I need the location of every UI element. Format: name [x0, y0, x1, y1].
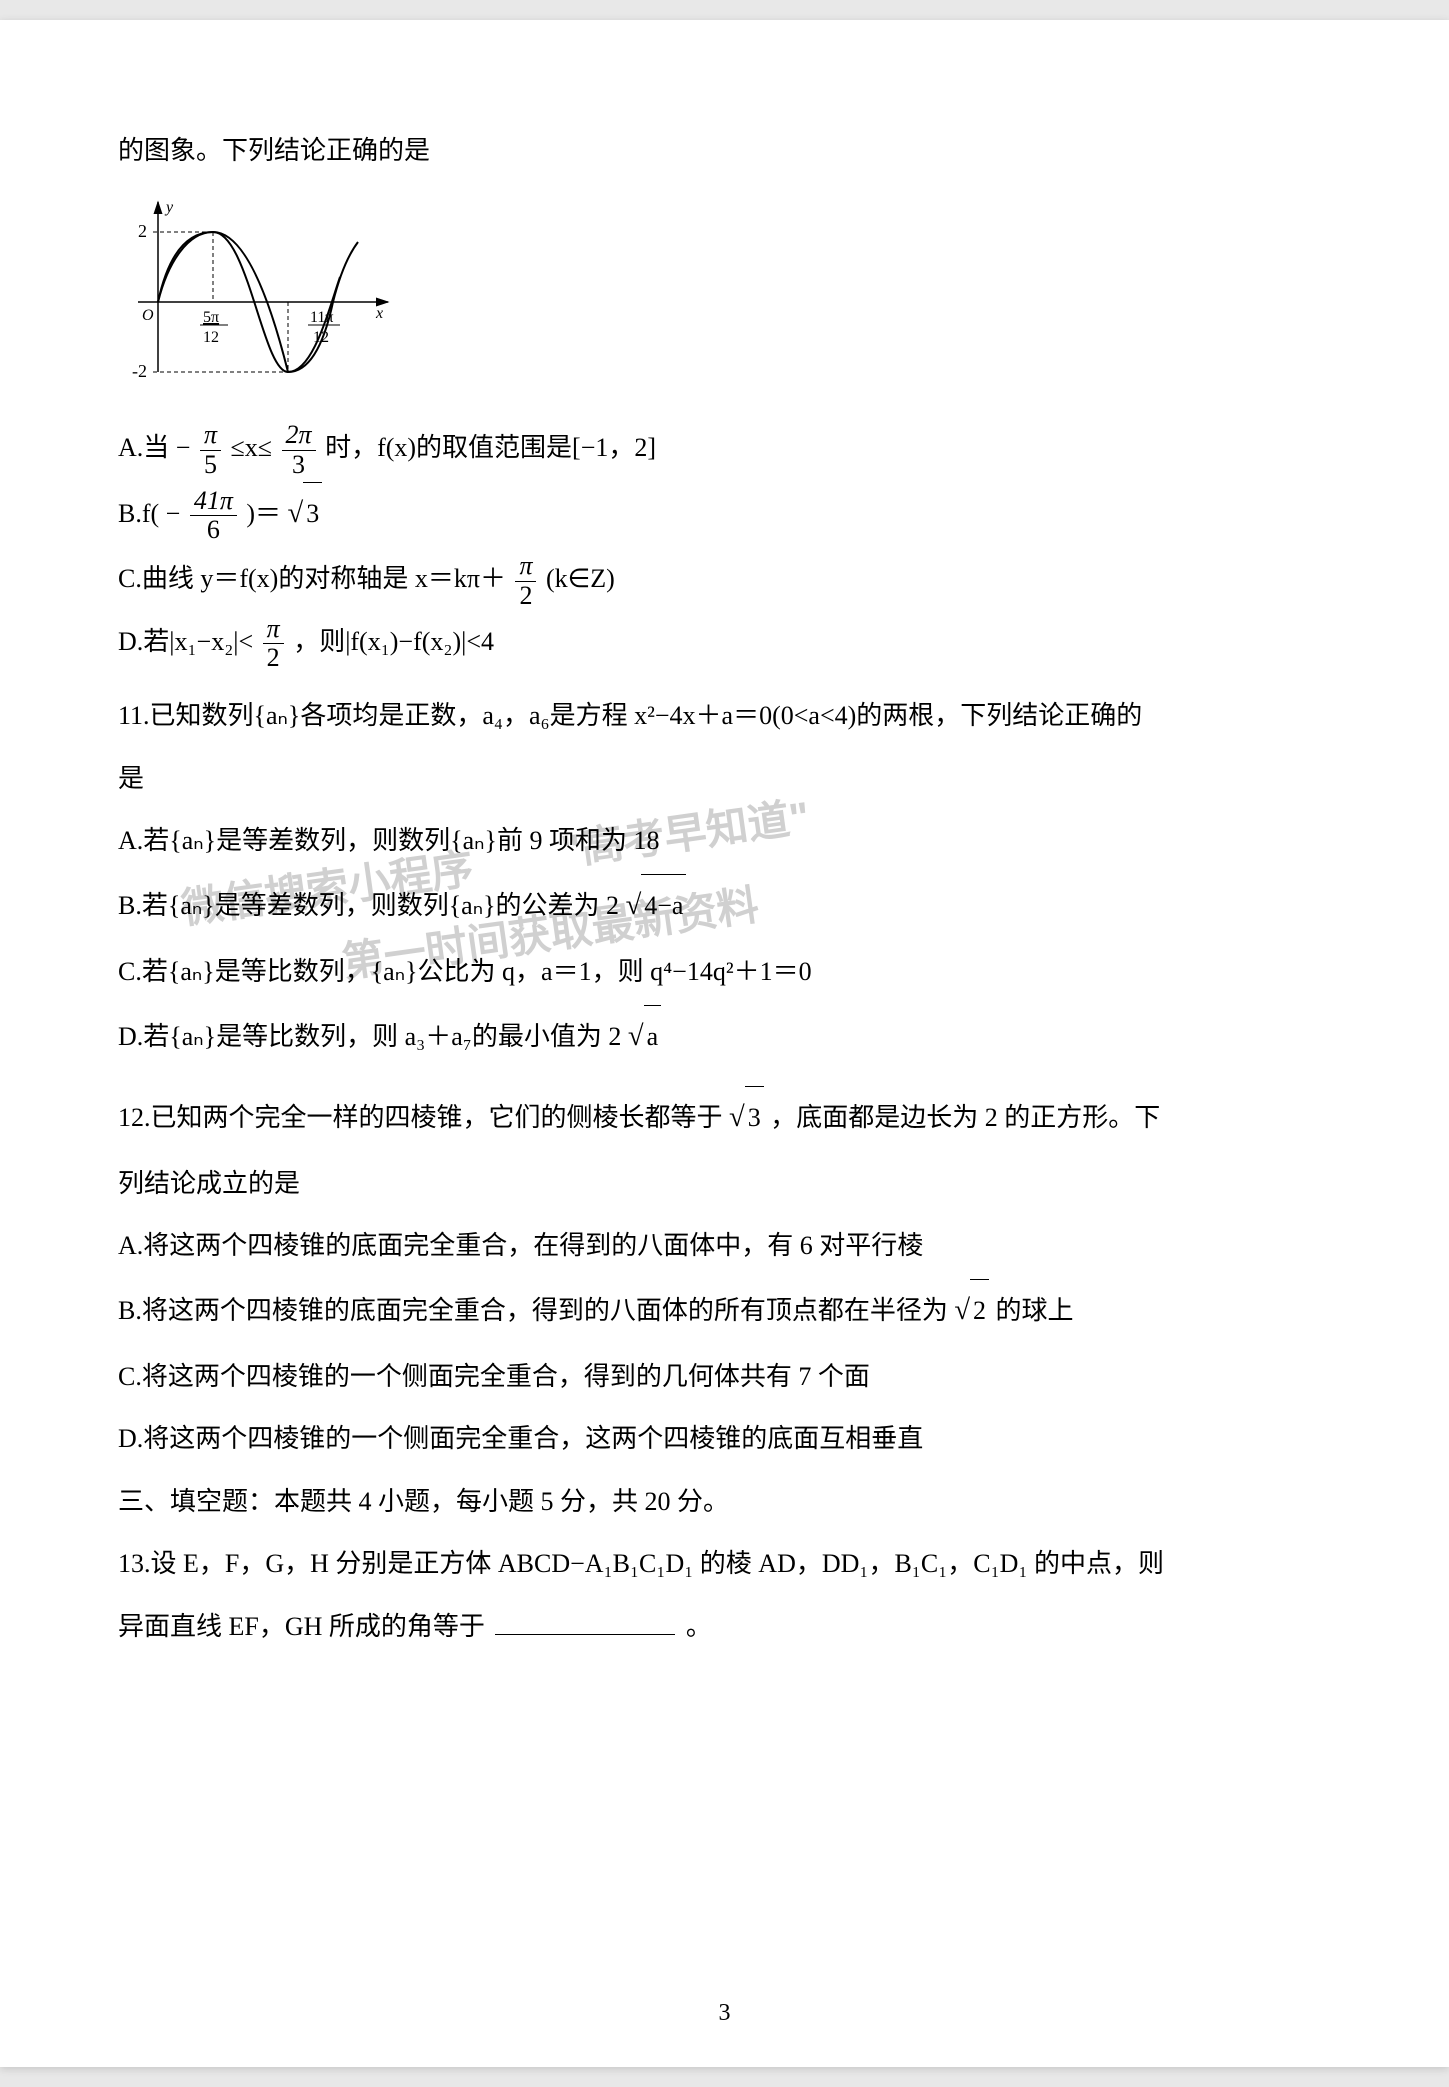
- q11-optB: B.若{aₙ}是等差数列，则数列{aₙ}的公差为 2 4−a: [118, 872, 1331, 941]
- optD-frac: π 2: [263, 615, 284, 673]
- q12-line1: 12.已知两个完全一样的四棱锥，它们的侧棱长都等于 3 ，底面都是边长为 2 的…: [118, 1084, 1331, 1153]
- optD-prefix: D.若|x₁−x₂|<: [118, 627, 253, 656]
- sine-graph: y x 2 -2 O 5π 12 11π 12: [118, 192, 1331, 397]
- q12-optB-sqrt: 2: [954, 1277, 989, 1346]
- q11-optC: C.若{aₙ}是等比数列，{aₙ}公比为 q，a＝1，则 q⁴−14q²＋1＝0: [118, 941, 1331, 1003]
- xtick2-num: 11π: [310, 309, 333, 326]
- q12-sqrt: 3: [729, 1084, 764, 1153]
- q12-optC: C.将这两个四棱锥的一个侧面完全重合，得到的几何体共有 7 个面: [118, 1346, 1331, 1408]
- optA-frac1: π 5: [200, 421, 221, 479]
- optA-neg: −: [176, 433, 191, 462]
- optB-neg: −: [166, 499, 181, 528]
- xtick2-den: 12: [313, 329, 329, 346]
- blank-answer-line: [495, 1634, 675, 1635]
- q11-optD: D.若{aₙ}是等比数列，则 a₃＋a₇的最小值为 2 a: [118, 1003, 1331, 1072]
- y-max-label: 2: [138, 221, 147, 241]
- optB-frac: 41π 6: [190, 487, 237, 545]
- q12-line2: 列结论成立的是: [118, 1153, 1331, 1215]
- option-b: B.f( − 41π 6 )＝ 3: [118, 480, 1331, 549]
- q13-line2: 异面直线 EF，GH 所成的角等于 。: [118, 1596, 1331, 1658]
- optA-frac2: 2π 3: [282, 421, 316, 479]
- optA-leq: ≤x≤: [230, 433, 272, 462]
- q11-optD-sqrt: a: [628, 1003, 661, 1072]
- graph-svg: y x 2 -2 O 5π 12 11π 12: [118, 192, 398, 392]
- optA-prefix: A.当: [118, 433, 169, 462]
- xtick1-den: 12: [203, 329, 219, 346]
- xtick1-num: 5π: [203, 309, 219, 326]
- q11-optA: A.若{aₙ}是等差数列，则数列{aₙ}前 9 项和为 18: [118, 810, 1331, 872]
- optC-prefix: C.曲线 y＝f(x)的对称轴是 x＝kπ＋: [118, 564, 506, 593]
- q11-line1: 11.已知数列{aₙ}各项均是正数，a₄，a₆是方程 x²−4x＋a＝0(0<a…: [118, 685, 1331, 747]
- x-axis-label: x: [375, 305, 383, 322]
- origin-label: O: [142, 307, 154, 324]
- optB-sqrt: 3: [288, 480, 323, 549]
- option-c: C.曲线 y＝f(x)的对称轴是 x＝kπ＋ π 2 (k∈Z): [118, 548, 1331, 610]
- y-axis-label: y: [164, 199, 174, 216]
- optB-mid: )＝: [246, 499, 281, 528]
- optC-frac: π 2: [515, 552, 536, 610]
- option-d: D.若|x₁−x₂|< π 2 ，则|f(x₁)−f(x₂)|<4: [118, 611, 1331, 673]
- document-page: 的图象。下列结论正确的是 y x 2: [0, 20, 1449, 2067]
- q13-line1: 13.设 E，F，G，H 分别是正方体 ABCD−A₁B₁C₁D₁ 的棱 AD，…: [118, 1533, 1331, 1595]
- optD-suffix: ，则|f(x₁)−f(x₂)|<4: [293, 627, 494, 656]
- intro-line: 的图象。下列结论正确的是: [118, 120, 1331, 182]
- optC-suffix: (k∈Z): [546, 564, 615, 593]
- option-a: A.当 − π 5 ≤x≤ 2π 3 时，f(x)的取值范围是[−1，2]: [118, 417, 1331, 479]
- y-min-label: -2: [132, 361, 147, 381]
- section-3-header: 三、填空题：本题共 4 小题，每小题 5 分，共 20 分。: [118, 1471, 1331, 1533]
- q11-optB-sqrt: 4−a: [626, 872, 687, 941]
- optB-prefix: B.f(: [118, 499, 159, 528]
- q11-line2: 是: [118, 748, 1331, 810]
- q12-optA: A.将这两个四棱锥的底面完全重合，在得到的八面体中，有 6 对平行棱: [118, 1215, 1331, 1277]
- q12-optB: B.将这两个四棱锥的底面完全重合，得到的八面体的所有顶点都在半径为 2 的球上: [118, 1277, 1331, 1346]
- page-number: 3: [719, 2000, 731, 2027]
- optA-suffix: 时，f(x)的取值范围是[−1，2]: [325, 433, 656, 462]
- q12-optD: D.将这两个四棱锥的一个侧面完全重合，这两个四棱锥的底面互相垂直: [118, 1408, 1331, 1470]
